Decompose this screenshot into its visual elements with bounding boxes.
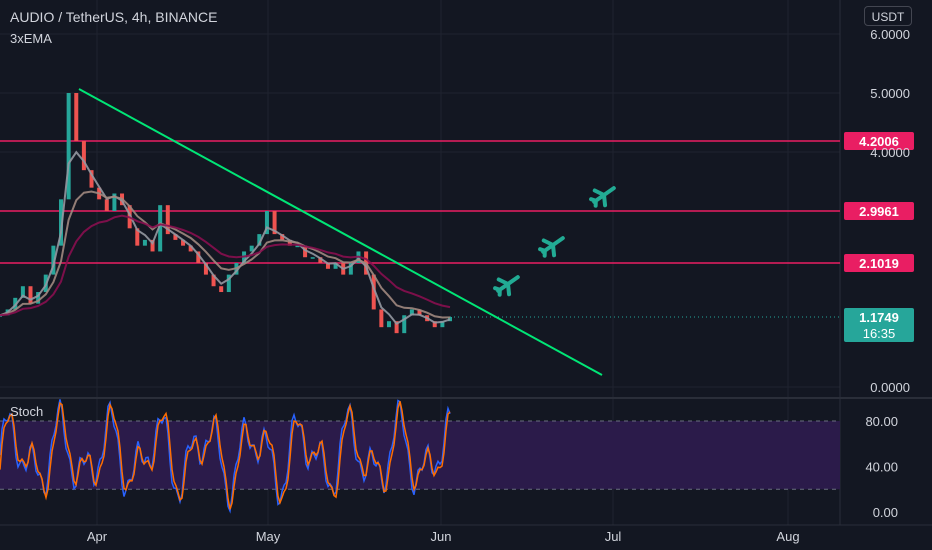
candle xyxy=(51,245,56,275)
candle xyxy=(89,170,94,188)
candle xyxy=(66,93,71,200)
candle xyxy=(150,239,155,252)
last-price-tag xyxy=(844,308,914,342)
candle xyxy=(249,245,254,252)
candle xyxy=(272,211,277,235)
candle xyxy=(20,286,25,298)
stoch-d-line xyxy=(0,401,451,510)
candle xyxy=(325,263,330,269)
candle xyxy=(203,263,208,275)
candle xyxy=(188,245,193,252)
candle xyxy=(333,263,338,269)
airplane-icon xyxy=(538,236,565,258)
stoch-axis-tick: 80.00 xyxy=(865,414,898,429)
candle xyxy=(36,292,41,304)
stoch-k-line xyxy=(0,399,451,514)
airplane-shape xyxy=(538,236,565,258)
candle xyxy=(379,309,384,328)
descending-trendline xyxy=(78,88,603,376)
candle xyxy=(28,286,33,304)
candle xyxy=(226,274,231,293)
candle xyxy=(112,193,117,211)
airplane-icon xyxy=(589,186,616,208)
candle xyxy=(181,239,186,246)
last-price-countdown: 16:35 xyxy=(863,326,896,341)
candle xyxy=(448,317,452,322)
candle xyxy=(371,274,376,310)
time-axis-tick: Jun xyxy=(431,529,452,544)
candle xyxy=(440,321,445,328)
time-axis-tick: Aug xyxy=(776,529,799,544)
candle xyxy=(264,211,269,235)
price-level-label: 4.2006 xyxy=(859,134,899,149)
symbol-title: AUDIO / TetherUS, 4h, BINANCE xyxy=(10,9,218,25)
price-level-tag xyxy=(844,202,914,220)
time-axis-tick: Jul xyxy=(605,529,622,544)
candle xyxy=(295,245,300,248)
airplane-annotations[interactable] xyxy=(492,181,619,299)
ema-line xyxy=(0,190,451,319)
candle xyxy=(142,239,147,246)
trend-line[interactable] xyxy=(78,88,603,376)
ema-line xyxy=(0,214,451,317)
price-axis[interactable]: 6.0000 5.0000 4.0000 0.0000 80.00 40.00 0.00 1.… xyxy=(844,27,914,520)
airplane-shape xyxy=(493,275,520,297)
candle xyxy=(432,321,437,328)
candle xyxy=(417,309,422,316)
candle xyxy=(310,257,315,259)
candle xyxy=(303,245,308,258)
ema-line xyxy=(0,150,451,325)
candle xyxy=(287,239,292,246)
price-axis-tick: 6.0000 xyxy=(870,27,910,42)
candle xyxy=(135,228,140,246)
stoch-axis-tick: 0.00 xyxy=(873,505,898,520)
time-axis-tick: May xyxy=(256,529,281,544)
candle xyxy=(59,199,64,246)
horizontal-levels[interactable]: 4.2006 2.9961 2.1019 xyxy=(0,132,914,272)
time-axis[interactable]: Apr May Jun Jul Aug xyxy=(87,529,800,544)
stoch-pane xyxy=(0,399,840,514)
candle xyxy=(402,315,407,334)
candle xyxy=(318,257,323,263)
stoch-band xyxy=(0,421,840,490)
candle xyxy=(104,199,109,211)
price-level-label: 2.1019 xyxy=(859,256,899,271)
price-level-tag xyxy=(844,132,914,150)
indicator-label: 3xEMA xyxy=(10,31,52,46)
candle xyxy=(196,251,201,263)
candle xyxy=(173,234,178,240)
stoch-indicator-label: Stoch xyxy=(10,404,44,419)
candle xyxy=(74,93,79,141)
candle xyxy=(81,141,86,171)
candle xyxy=(386,321,391,328)
price-axis-tick: 5.0000 xyxy=(870,86,910,101)
candle xyxy=(280,234,285,240)
candle xyxy=(158,205,163,252)
price-axis-tick: 0.0000 xyxy=(870,380,910,395)
candle xyxy=(409,309,414,316)
candle xyxy=(211,274,216,287)
airplane-icon xyxy=(493,275,520,297)
price-level-label: 2.9961 xyxy=(859,204,899,219)
candle xyxy=(257,234,262,246)
candle xyxy=(394,321,399,334)
stoch-axis-tick: 40.00 xyxy=(865,460,898,475)
airplane-shape xyxy=(589,186,616,208)
candle xyxy=(219,286,224,293)
price-series xyxy=(0,93,840,334)
time-axis-tick: Apr xyxy=(87,529,108,544)
currency-unit-button[interactable]: USDT xyxy=(864,6,912,26)
candle xyxy=(165,205,170,235)
last-price-value: 1.1749 xyxy=(859,310,899,325)
price-axis-tick: 4.0000 xyxy=(870,145,910,160)
candle xyxy=(348,263,353,275)
price-level-tag xyxy=(844,254,914,272)
